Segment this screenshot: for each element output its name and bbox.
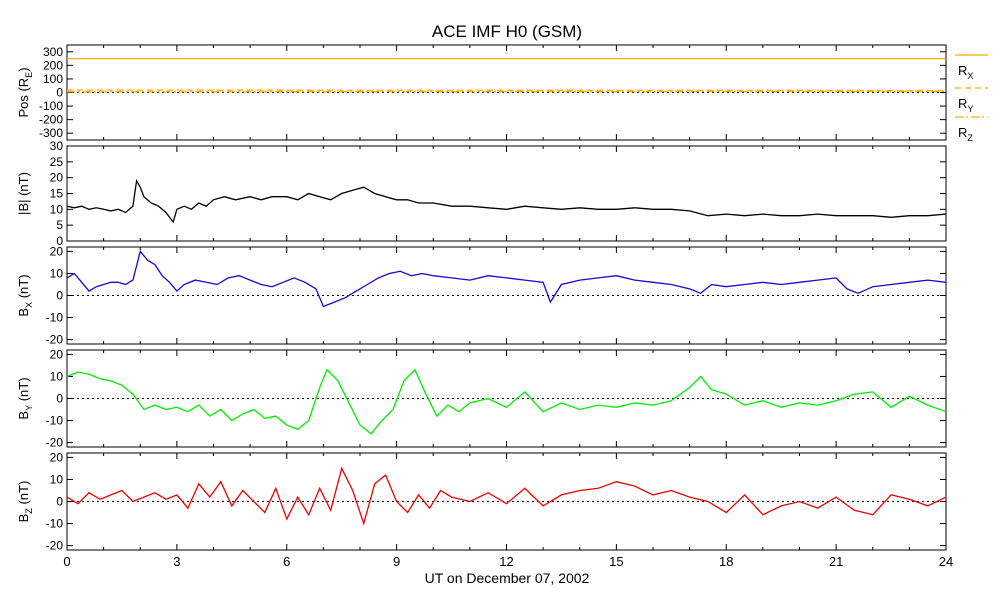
series-line-by	[66, 368, 947, 435]
y-label-main: B	[16, 514, 31, 523]
y-tick-label: 0	[56, 234, 63, 248]
y-tick-label: 100	[43, 72, 63, 86]
y-tick-label: 0	[56, 86, 63, 100]
y-label-end: (nT)	[16, 481, 31, 508]
y-tick-label: -10	[46, 311, 64, 325]
y-axis-label: BY (nT)	[16, 377, 34, 419]
x-tick-label: 3	[173, 554, 180, 569]
y-tick-label: -20	[46, 436, 64, 450]
y-tick-label: 20	[50, 244, 64, 258]
legend-main: R	[958, 63, 967, 78]
y-tick-label: 20	[50, 450, 64, 464]
legend-main: R	[958, 96, 967, 111]
y-label-sub: Y	[24, 405, 34, 411]
y-axis-label: Pos (RE)	[16, 67, 34, 117]
panel-frame	[66, 145, 947, 242]
y-tick-label: 0	[56, 392, 63, 406]
y-tick-label: 10	[50, 202, 64, 216]
y-tick-label: 10	[50, 472, 64, 486]
y-label-end: )	[16, 67, 31, 71]
y-axis-label: BX (nT)	[16, 274, 34, 316]
y-tick-label: 20	[50, 347, 64, 361]
y-axis-label: BZ (nT)	[16, 481, 34, 523]
panel-bx: 20 10 0 -10 -20 BX (nT)	[16, 244, 947, 347]
legend-label: RZ	[958, 125, 973, 143]
x-axis-labels: 0 3 6 9 12 15 18 21 24	[63, 554, 953, 569]
chart-title: ACE IMF H0 (GSM)	[432, 22, 582, 41]
legend-sub: Z	[967, 133, 973, 143]
y-tick-label: 0	[56, 495, 63, 509]
y-label-main: B	[16, 308, 31, 317]
legend-main: R	[958, 125, 967, 140]
y-tick-label: -10	[46, 414, 64, 428]
y-tick-label: -10	[46, 517, 64, 531]
y-tick-label: 300	[43, 45, 63, 59]
legend-label: RX	[958, 63, 973, 81]
legend-label: RY	[958, 96, 973, 114]
x-tick-label: 21	[829, 554, 843, 569]
y-label-end: (nT)	[16, 377, 31, 404]
x-tick-label: 0	[63, 554, 70, 569]
y-label-end: (nT)	[16, 274, 31, 301]
panel-by: 20 10 0 -10 -20 BY (nT)	[16, 347, 947, 450]
legend-sub: Y	[967, 104, 973, 114]
x-tick-label: 18	[719, 554, 733, 569]
y-label-main: Pos (R	[16, 78, 31, 118]
y-label-main: B	[16, 411, 31, 420]
series-line-bz	[66, 466, 947, 526]
x-tick-label: 9	[393, 554, 400, 569]
y-label-sub: E	[24, 72, 34, 78]
y-tick-label: 200	[43, 58, 63, 72]
y-axis-label: |B| (nT)	[16, 172, 31, 215]
y-tick-label: 10	[50, 369, 64, 383]
legend-sub: X	[967, 71, 973, 81]
y-tick-label: 20	[50, 171, 64, 185]
y-tick-label: 15	[50, 187, 64, 201]
y-label-sub: X	[24, 302, 34, 308]
y-tick-label: -100	[39, 99, 63, 113]
y-label-sub: Z	[24, 508, 34, 514]
x-tick-label: 15	[609, 554, 623, 569]
x-tick-label: 12	[499, 554, 513, 569]
y-tick-label: 5	[56, 218, 63, 232]
panel-bz: 20 10 0 -10 -20 BZ (nT)	[16, 450, 947, 553]
y-tick-label: 10	[50, 266, 64, 280]
x-tick-label: 6	[283, 554, 290, 569]
y-tick-label: -200	[39, 113, 63, 127]
y-tick-label: 30	[50, 139, 64, 153]
y-tick-label: 0	[56, 289, 63, 303]
series-line-bmag	[66, 178, 947, 224]
x-axis-label: UT on December 07, 2002	[425, 570, 590, 586]
y-label-main: |B| (nT)	[16, 172, 31, 215]
x-tick-label: 24	[939, 554, 953, 569]
y-tick-label: -300	[39, 126, 63, 140]
y-tick-label: -20	[46, 539, 64, 553]
y-tick-label: 25	[50, 155, 64, 169]
series-line-bx	[66, 250, 947, 308]
y-tick-label: -20	[46, 333, 64, 347]
